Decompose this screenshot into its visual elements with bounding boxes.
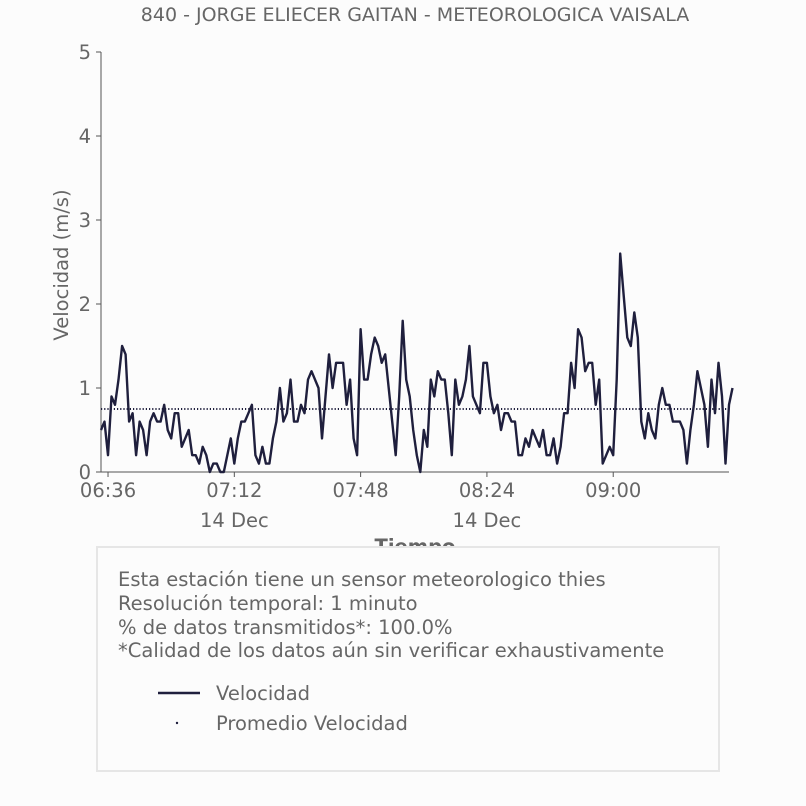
y-tick-label: 3 [79, 209, 91, 232]
y-axis: 0 1 2 3 4 5 [79, 41, 101, 484]
info-resolution-line: Resolución temporal: 1 minuto [118, 592, 418, 615]
legend-label-promedio: Promedio Velocidad [216, 712, 408, 735]
y-tick-label: 2 [79, 293, 91, 316]
legend-label-velocidad: Velocidad [216, 682, 311, 705]
velocity-chart: 840 - JORGE ELIECER GAITAN - METEOROLOGI… [50, 4, 734, 558]
x-tick-label: 07:48 [333, 479, 389, 502]
info-quality-line: *Calidad de los datos aún sin verificar … [118, 639, 665, 662]
x-date-label: 14 Dec [453, 509, 522, 532]
x-axis: 06:36 07:12 07:48 08:24 09:00 14 Dec 14 Dec [80, 472, 641, 532]
y-tick-label: 0 [79, 461, 91, 484]
y-tick-label: 4 [79, 125, 91, 148]
legend-line-swatch [158, 691, 200, 695]
x-tick-label: 06:36 [80, 479, 136, 502]
series-line-velocidad [99, 252, 734, 474]
legend-dot-swatch [175, 721, 179, 725]
y-axis-label: Velocidad (m/s) [50, 189, 73, 340]
x-tick-label: 08:24 [459, 479, 515, 502]
x-date-label: 14 Dec [200, 509, 269, 532]
y-tick-label: 5 [79, 41, 91, 64]
y-tick-label: 1 [79, 377, 91, 400]
plot-area [99, 252, 734, 474]
chart-title: 840 - JORGE ELIECER GAITAN - METEOROLOGI… [141, 4, 689, 26]
info-transmitted-line: % de datos transmitidos*: 100.0% [118, 616, 453, 639]
info-sensor-line: Esta estación tiene un sensor meteorolog… [118, 568, 606, 591]
info-box: Esta estación tiene un sensor meteorolog… [96, 546, 720, 772]
x-tick-label: 09:00 [585, 479, 641, 502]
x-tick-label: 07:12 [206, 479, 262, 502]
